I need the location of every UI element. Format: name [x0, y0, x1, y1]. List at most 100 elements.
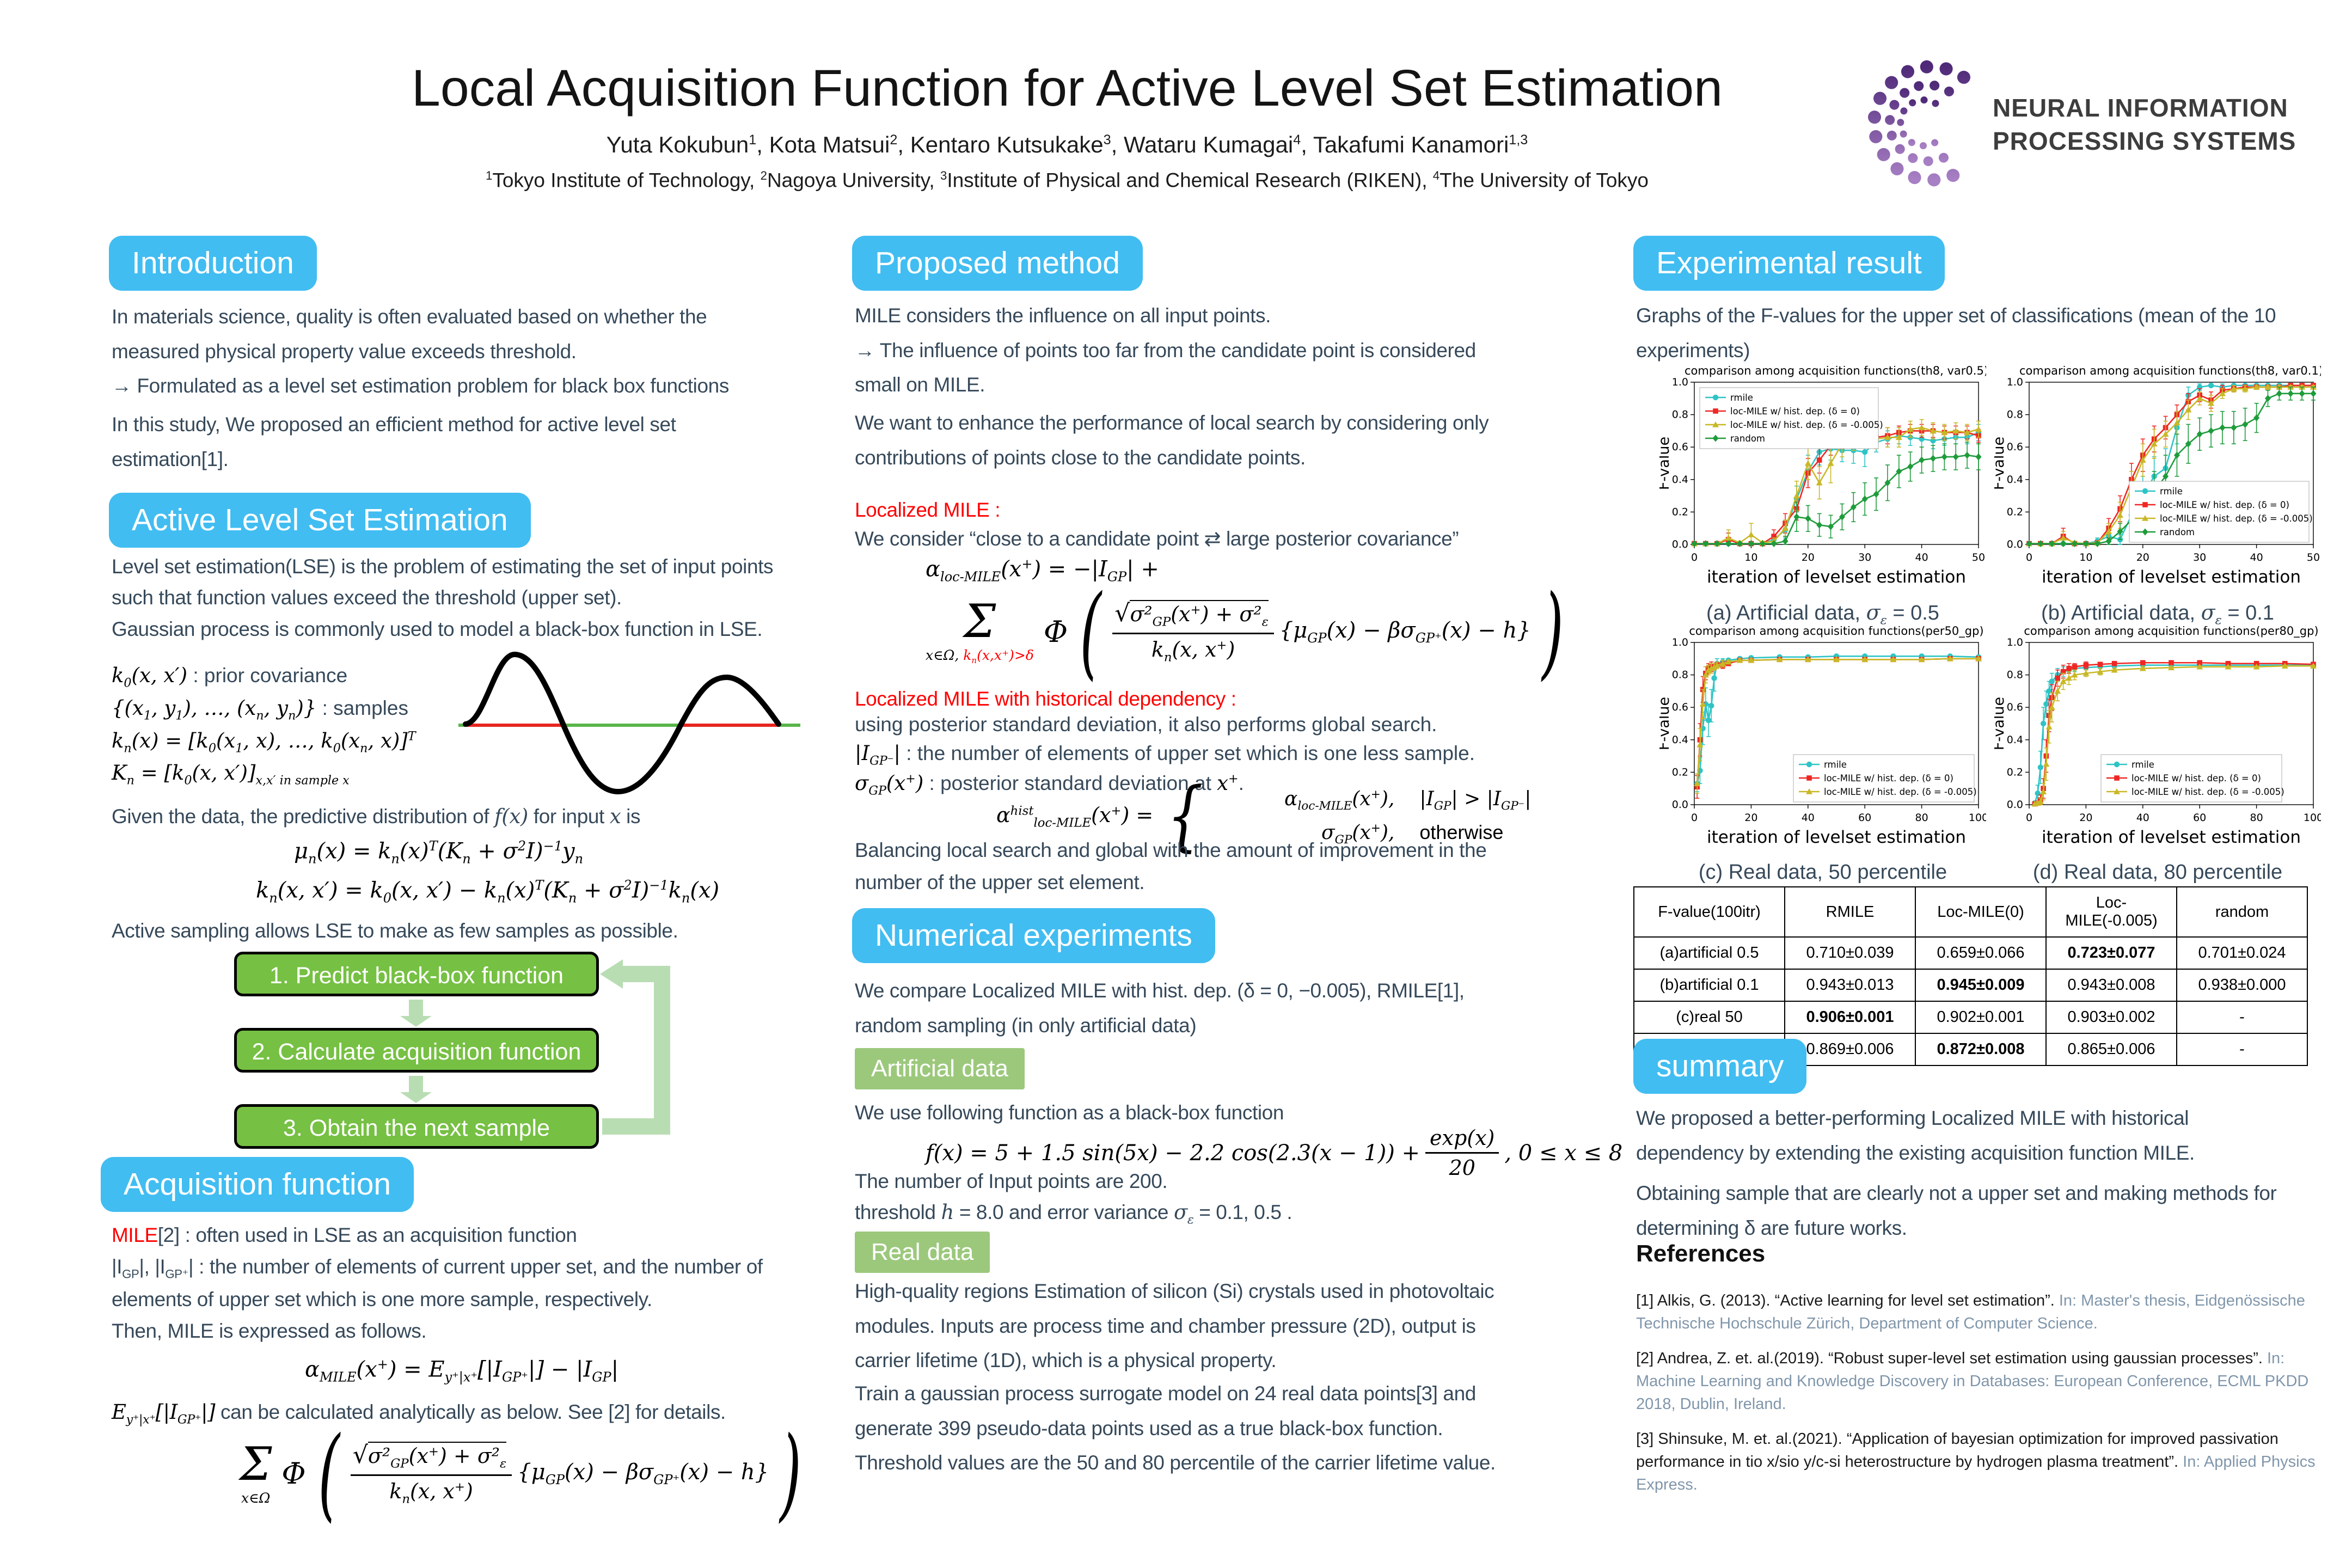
section-summary: summary [1633, 1039, 1807, 1094]
svg-text:0.0: 0.0 [1672, 538, 1688, 550]
table-row: (c)real 50 0.906±0.001 0.902±0.001 0.903±0.… [1633, 1001, 2308, 1034]
eq-locmile-prefix: αloc-MILE(x+) = −|IGP| + [926, 556, 1159, 585]
svg-text:0: 0 [2026, 812, 2032, 824]
svg-text:1.0: 1.0 [2007, 376, 2023, 388]
balancing-paragraph: Balancing local search and global with t… [855, 839, 1487, 894]
svg-text:0.4: 0.4 [1672, 474, 1688, 486]
chart-d-caption: (d) Real data, 80 percentile [2032, 861, 2283, 884]
table-header-cell: Loc-MILE(0) [1915, 886, 2047, 938]
svg-text:10: 10 [1744, 552, 1757, 564]
svg-text:comparison among acquisition f: comparison among acquisition functions(p… [1689, 626, 1983, 638]
svg-text:0.0: 0.0 [2007, 538, 2023, 550]
input-points-line: The number of Input points are 200. [855, 1170, 1168, 1192]
chart-d-plot: 0.0 0.2 0.4 0.6 0.8 1.0 0 20 40 60 80 100 comparison… [1994, 626, 2321, 847]
svg-text:100: 100 [1969, 812, 1986, 824]
section-introduction: Introduction [109, 236, 317, 291]
intro-paragraph-2: In this study, We proposed an efficient … [112, 413, 676, 470]
svg-text:0.2: 0.2 [1672, 506, 1688, 518]
flow-step-3: 3. Obtain the next sample [234, 1104, 599, 1149]
summary-paragraph-1: We proposed a better-performing Localize… [1636, 1107, 2195, 1164]
chart-c: 0.0 0.2 0.4 0.6 0.8 1.0 0 20 40 60 80 100 comparison… [1659, 626, 1986, 884]
table-row: (a)artificial 0.5 0.710±0.039 0.659±0.066 0… [1633, 936, 2308, 970]
svg-text:rmile: rmile [2160, 486, 2183, 497]
localized-mile-heading: Localized MILE : [855, 499, 1001, 521]
eq-predictive-cov: kn(x, x′) = k0(x, x′) − kn(x)T(Kn + σ2I)… [256, 878, 720, 906]
section-numerical-experiments: Numerical experiments [852, 908, 1215, 963]
alse-paragraph: Level set estimation(LSE) is the problem… [112, 555, 774, 640]
section-active-level-set-estimation: Active Level Set Estimation [109, 493, 531, 548]
svg-text:20: 20 [1744, 812, 1757, 824]
threshold-line-text: threshold h = 8.0 and error variance σε … [855, 1200, 1293, 1227]
svg-text:0.6: 0.6 [1672, 441, 1688, 453]
svg-text:1.0: 1.0 [1672, 376, 1688, 388]
svg-text:loc-MILE w/ hist. dep. (δ = -0: loc-MILE w/ hist. dep. (δ = -0.005) [1824, 787, 1977, 797]
svg-text:40: 40 [1915, 552, 1928, 564]
svg-text:0.8: 0.8 [1672, 409, 1688, 421]
real-data-paragraph-1: High-quality regions Estimation of silic… [855, 1280, 1494, 1372]
svg-text:comparison among acquisition f: comparison among acquisition functions(t… [2019, 366, 2321, 377]
down-arrow-2-icon [400, 1092, 432, 1103]
svg-text:0.4: 0.4 [2007, 734, 2023, 746]
localized-mile-line: We consider “close to a candidate point … [855, 528, 1459, 550]
svg-text:30: 30 [2193, 552, 2206, 564]
references-heading: References [1636, 1240, 1766, 1267]
svg-text:random: random [2160, 527, 2195, 537]
svg-text:rmile: rmile [2132, 759, 2154, 770]
proposed-paragraph-1: MILE considers the influence on all inpu… [855, 304, 1476, 396]
svg-text:0: 0 [1691, 812, 1698, 824]
chart-a: 0.0 0.2 0.4 0.6 0.8 1.0 0 10 20 30 40 50 comparison … [1659, 366, 1986, 628]
svg-text:10: 10 [2079, 552, 2092, 564]
svg-text:0.6: 0.6 [1672, 701, 1688, 713]
svg-text:0.4: 0.4 [2007, 474, 2023, 486]
svg-text:0.2: 0.2 [2007, 766, 2023, 778]
compare-paragraph: We compare Localized MILE with hist. dep… [855, 979, 1465, 1037]
svg-text:loc-MILE w/ hist. dep. (δ = -0: loc-MILE w/ hist. dep. (δ = -0.005) [2160, 513, 2313, 524]
results-table-wrap: F-value(100itr) RMILE Loc-MILE(0) Loc-MILE(… [1633, 886, 2308, 1066]
reference-1: [1] Alkis, G. (2013). “Active learning f… [1636, 1292, 2305, 1333]
svg-text:50: 50 [2307, 552, 2320, 564]
svg-text:loc-MILE w/ hist. dep. (δ = 0): loc-MILE w/ hist. dep. (δ = 0) [2132, 773, 2261, 783]
svg-text:loc-MILE w/ hist. dep. (δ = 0): loc-MILE w/ hist. dep. (δ = 0) [1730, 406, 1860, 416]
chart-d: 0.0 0.2 0.4 0.6 0.8 1.0 0 20 40 60 80 100 comparison… [1994, 626, 2321, 884]
svg-text:0.2: 0.2 [2007, 506, 2023, 518]
svg-text:0.0: 0.0 [2007, 799, 2023, 811]
svg-text:0.0: 0.0 [1672, 799, 1688, 811]
real-data-paragraph-2: Train a gaussian process surrogate model… [855, 1382, 1496, 1474]
svg-text:60: 60 [1858, 812, 1871, 824]
sine-curve-figure [458, 651, 800, 795]
svg-text:0: 0 [1691, 552, 1698, 564]
table-header-cell: F-value(100itr) [1633, 886, 1785, 938]
svg-text:0.8: 0.8 [2007, 669, 2023, 681]
eq-mile: αMILE(x+) = Ey⁺|x⁺[|IGP⁺|] − |IGP| [305, 1357, 619, 1385]
svg-text:1.0: 1.0 [2007, 636, 2023, 648]
hist-dependency-lines: using posterior standard deviation, it a… [855, 713, 1475, 798]
chart-c-caption: (c) Real data, 50 percentile [1698, 861, 1947, 884]
svg-text:iteration of levelset estimati: iteration of levelset estimation [1707, 567, 1966, 587]
chart-b-caption: (b) Artificial data, σε = 0.1 [2041, 601, 2274, 628]
svg-text:80: 80 [2250, 812, 2263, 824]
active-sampling-flowchart: 1. Predict black-box function 2. Calcula… [234, 952, 724, 1154]
mile-calc-line: Ey⁺|x⁺[|IGP⁺|] can be calculated analyti… [112, 1400, 726, 1427]
mile-description: MILE[2] : often used in LSE as an acquis… [112, 1224, 763, 1343]
svg-text:50: 50 [1972, 552, 1985, 564]
section-proposed-method: Proposed method [852, 236, 1143, 291]
svg-text:F-value: F-value [1994, 697, 2007, 750]
reference-2: [2] Andrea, Z. et. al.(2019). “Robust su… [1636, 1350, 2309, 1413]
svg-text:20: 20 [1802, 552, 1815, 564]
svg-text:0.4: 0.4 [1672, 734, 1688, 746]
gp-definitions: k0(x, x′) : prior covariance {(x1, y1), … [112, 664, 416, 788]
svg-text:rmile: rmile [1730, 393, 1753, 403]
chart-b: 0.0 0.2 0.4 0.6 0.8 1.0 0 10 20 30 40 50 comparison … [1994, 366, 2321, 628]
predictive-line: Given the data, the predictive distribut… [112, 805, 641, 828]
svg-text:comparison among acquisition f: comparison among acquisition functions(t… [1685, 366, 1986, 377]
table-header-cell: RMILE [1784, 886, 1916, 938]
authors: Yuta Kokubun1, Kota Matsui2, Kentaro Kut… [606, 132, 1528, 157]
summary-paragraph-2: Obtaining sample that are clearly not a … [1636, 1182, 2277, 1239]
svg-text:iteration of levelset estimati: iteration of levelset estimation [1707, 828, 1966, 847]
svg-text:iteration of levelset estimati: iteration of levelset estimation [2042, 828, 2301, 847]
references-list: [1] Alkis, G. (2013). “Active learning f… [1636, 1289, 2336, 1508]
section-experimental-result: Experimental result [1633, 236, 1945, 291]
svg-text:iteration of levelset estimati: iteration of levelset estimation [2042, 567, 2301, 587]
